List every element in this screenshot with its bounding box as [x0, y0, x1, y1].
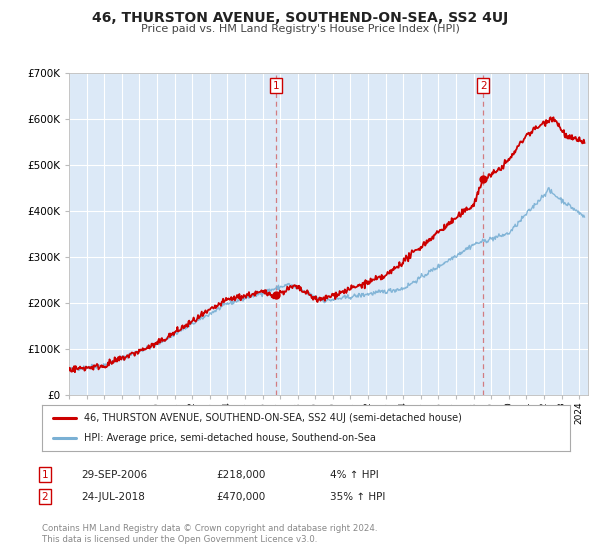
Text: 46, THURSTON AVENUE, SOUTHEND-ON-SEA, SS2 4UJ (semi-detached house): 46, THURSTON AVENUE, SOUTHEND-ON-SEA, SS…	[84, 413, 462, 423]
Text: 2: 2	[41, 492, 49, 502]
Text: £470,000: £470,000	[216, 492, 265, 502]
Text: 4% ↑ HPI: 4% ↑ HPI	[330, 470, 379, 480]
Text: Contains HM Land Registry data © Crown copyright and database right 2024.
This d: Contains HM Land Registry data © Crown c…	[42, 524, 377, 544]
Text: 29-SEP-2006: 29-SEP-2006	[81, 470, 147, 480]
Text: HPI: Average price, semi-detached house, Southend-on-Sea: HPI: Average price, semi-detached house,…	[84, 433, 376, 443]
Text: 35% ↑ HPI: 35% ↑ HPI	[330, 492, 385, 502]
Text: 1: 1	[272, 81, 279, 91]
Text: 46, THURSTON AVENUE, SOUTHEND-ON-SEA, SS2 4UJ: 46, THURSTON AVENUE, SOUTHEND-ON-SEA, SS…	[92, 11, 508, 25]
Text: Price paid vs. HM Land Registry's House Price Index (HPI): Price paid vs. HM Land Registry's House …	[140, 24, 460, 34]
Text: 24-JUL-2018: 24-JUL-2018	[81, 492, 145, 502]
Text: 1: 1	[41, 470, 49, 480]
Text: £218,000: £218,000	[216, 470, 265, 480]
Text: 2: 2	[480, 81, 487, 91]
